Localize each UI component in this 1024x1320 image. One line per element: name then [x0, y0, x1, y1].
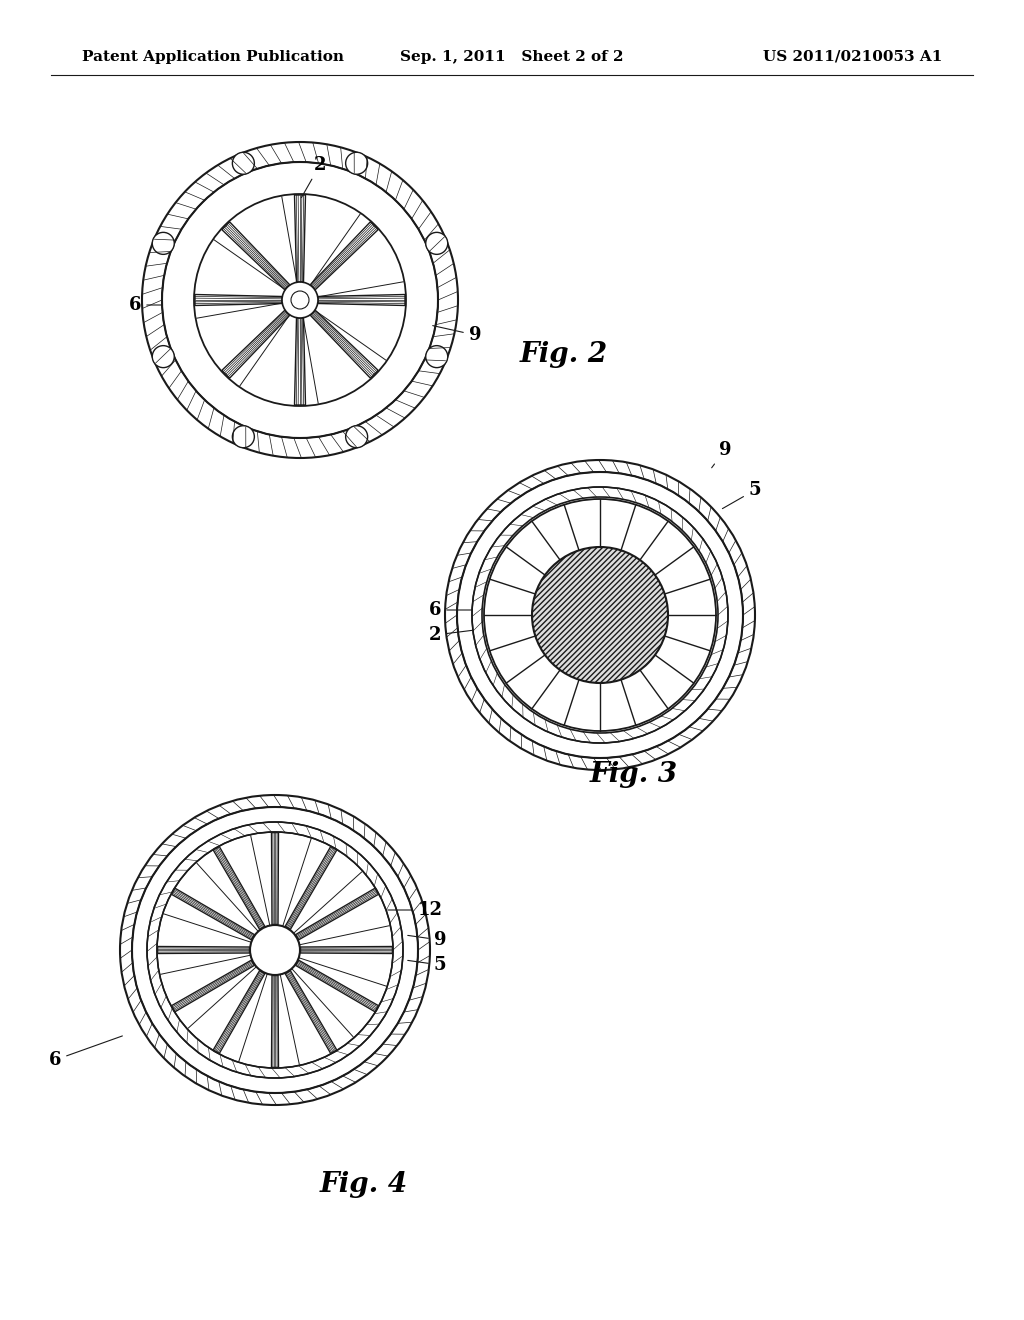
Polygon shape	[300, 946, 392, 953]
Polygon shape	[172, 888, 254, 940]
Text: 6: 6	[49, 1036, 123, 1069]
Text: Fig. 2: Fig. 2	[520, 342, 608, 368]
Polygon shape	[310, 310, 378, 378]
Circle shape	[232, 152, 254, 174]
Text: Fig. 3: Fig. 3	[590, 762, 678, 788]
Polygon shape	[222, 310, 290, 378]
Polygon shape	[296, 888, 379, 940]
Polygon shape	[296, 960, 379, 1011]
Circle shape	[426, 346, 447, 368]
Text: 5: 5	[722, 480, 761, 508]
Polygon shape	[195, 294, 282, 305]
Circle shape	[153, 232, 174, 255]
Polygon shape	[318, 294, 406, 305]
Text: 9: 9	[712, 441, 731, 467]
Text: US 2011/0210053 A1: US 2011/0210053 A1	[763, 50, 942, 63]
Polygon shape	[285, 970, 337, 1053]
Text: 6: 6	[429, 601, 472, 619]
Polygon shape	[172, 960, 254, 1011]
Circle shape	[426, 232, 447, 255]
Polygon shape	[285, 846, 337, 929]
Text: Patent Application Publication: Patent Application Publication	[82, 50, 344, 63]
Circle shape	[282, 282, 318, 318]
Circle shape	[346, 426, 368, 447]
Circle shape	[250, 925, 300, 975]
Text: Sep. 1, 2011   Sheet 2 of 2: Sep. 1, 2011 Sheet 2 of 2	[400, 50, 624, 63]
Polygon shape	[222, 222, 290, 290]
Text: 2: 2	[301, 156, 327, 198]
Text: Fig. 4: Fig. 4	[319, 1172, 409, 1199]
Text: 6: 6	[129, 296, 162, 314]
Circle shape	[232, 426, 254, 447]
Polygon shape	[271, 833, 279, 924]
Text: 12: 12	[388, 902, 442, 919]
Polygon shape	[213, 846, 265, 929]
Polygon shape	[158, 946, 250, 953]
Polygon shape	[310, 222, 378, 290]
Polygon shape	[213, 970, 265, 1053]
Circle shape	[153, 346, 174, 368]
Polygon shape	[295, 318, 305, 405]
Circle shape	[291, 290, 309, 309]
Text: 9: 9	[433, 326, 481, 345]
Circle shape	[346, 152, 368, 174]
Text: 2: 2	[429, 626, 472, 644]
Circle shape	[532, 546, 668, 682]
Text: 9: 9	[408, 931, 446, 949]
Polygon shape	[295, 195, 305, 282]
Text: 5: 5	[408, 956, 446, 974]
Polygon shape	[271, 975, 279, 1068]
